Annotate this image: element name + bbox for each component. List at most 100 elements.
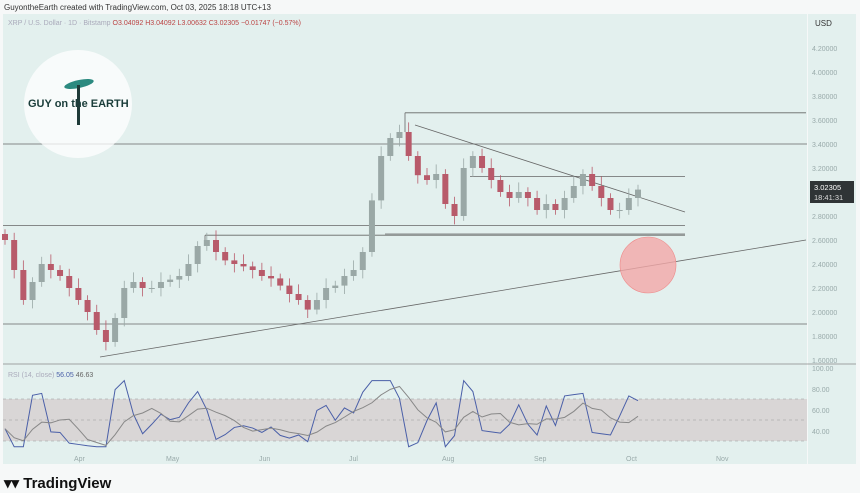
candle xyxy=(378,156,385,201)
ohlc-open: O3.04092 xyxy=(112,20,144,27)
candle xyxy=(368,200,375,252)
candle xyxy=(414,156,421,176)
candle xyxy=(148,288,155,289)
candle xyxy=(194,246,201,264)
candle xyxy=(424,175,430,180)
price-tick: 3.20000 xyxy=(812,166,837,173)
price-tick: 2.80000 xyxy=(812,214,837,221)
last-price-value: 3.02305 xyxy=(814,183,841,192)
candle xyxy=(405,132,412,156)
candle xyxy=(121,288,128,318)
candle xyxy=(240,264,247,267)
rsi-legend: RSI (14, close) 56.05 46.63 xyxy=(8,372,93,379)
time-tick: Apr xyxy=(74,456,86,463)
price-axis[interactable] xyxy=(808,14,856,464)
dragonfly-body xyxy=(77,85,80,125)
candle xyxy=(249,266,256,270)
time-tick: Aug xyxy=(442,456,455,463)
candle xyxy=(570,186,577,198)
candle xyxy=(359,252,366,270)
price-tick: 3.40000 xyxy=(812,142,837,149)
candle xyxy=(561,198,568,210)
candle xyxy=(323,288,330,300)
chart-header: GuyontheEarth created with TradingView.c… xyxy=(4,3,271,12)
candle xyxy=(29,282,36,300)
candle xyxy=(433,174,440,180)
last-price-badge xyxy=(810,181,854,203)
candle xyxy=(635,189,641,198)
candle xyxy=(304,300,311,310)
tradingview-logo[interactable]: ▾▾ TradingView xyxy=(4,474,111,492)
rsi-ma-value: 46.63 xyxy=(75,372,94,379)
ascending-trendline xyxy=(99,239,807,358)
watermark-text: GUY on the EARTH xyxy=(28,98,129,110)
candle xyxy=(607,198,614,210)
tv-icon: ▾▾ xyxy=(4,475,24,492)
candle xyxy=(222,252,229,261)
candle xyxy=(203,240,210,246)
candle xyxy=(295,294,302,300)
symbol-name: XRP / U.S. Dollar · 1D · Bitstamp xyxy=(8,20,111,27)
time-tick: Sep xyxy=(534,456,547,463)
candle xyxy=(524,192,531,198)
candle xyxy=(598,186,605,198)
rsi-value: 56.05 xyxy=(56,372,74,379)
candle xyxy=(479,156,486,168)
price-tick: 2.60000 xyxy=(812,238,837,245)
price-tick: 4.20000 xyxy=(812,46,837,53)
candle xyxy=(57,270,64,276)
ohlc-change: −0.01747 (−0.57%) xyxy=(241,20,301,27)
candle xyxy=(625,198,632,210)
rsi-tick: 100.00 xyxy=(812,366,834,373)
candle xyxy=(75,288,82,300)
ohlc-low: L3.00632 xyxy=(177,20,207,27)
rsi-tick: 80.00 xyxy=(812,387,830,394)
candle xyxy=(534,198,541,210)
candle xyxy=(543,204,550,210)
time-tick: Jul xyxy=(349,456,358,463)
symbol-legend: XRP / U.S. Dollar · 1D · Bitstamp O3.040… xyxy=(8,20,301,27)
time-tick: May xyxy=(166,456,180,463)
candle xyxy=(277,278,284,286)
candle xyxy=(460,168,467,216)
rsi-tick: 60.00 xyxy=(812,408,830,415)
candle xyxy=(231,260,238,264)
ohlc-high: H3.04092 xyxy=(145,20,176,27)
candle xyxy=(616,210,623,211)
rsi-tick: 40.00 xyxy=(812,429,830,436)
candle xyxy=(258,270,265,276)
candle xyxy=(213,240,219,252)
price-tick: 1.80000 xyxy=(812,334,837,341)
candle xyxy=(47,264,54,270)
brand-name: TradingView xyxy=(23,475,112,492)
watermark-logo: GUY on the EARTH xyxy=(24,50,132,158)
candle xyxy=(387,138,394,156)
rsi-line xyxy=(4,379,639,448)
candle xyxy=(268,276,275,279)
price-tick: 2.00000 xyxy=(812,310,837,317)
price-tick: 2.40000 xyxy=(812,262,837,269)
candle xyxy=(341,276,348,286)
chart-panel[interactable] xyxy=(3,14,807,464)
ohlc-close: C3.02305 xyxy=(208,20,240,27)
candle xyxy=(176,276,183,280)
currency-label: USD xyxy=(815,19,832,28)
price-tick: 3.60000 xyxy=(812,118,837,125)
candle xyxy=(93,312,100,330)
candle xyxy=(11,240,18,270)
candle xyxy=(313,300,320,310)
price-tick: 2.20000 xyxy=(812,286,837,293)
candle xyxy=(2,234,8,240)
candle xyxy=(552,204,559,210)
candle xyxy=(442,174,449,204)
candle xyxy=(589,174,596,186)
candle xyxy=(515,192,522,198)
candle xyxy=(130,282,137,288)
candle xyxy=(579,174,586,186)
candle xyxy=(506,192,513,198)
candle xyxy=(497,180,504,192)
candle xyxy=(488,168,495,180)
candle xyxy=(157,282,164,288)
candle xyxy=(185,264,192,276)
